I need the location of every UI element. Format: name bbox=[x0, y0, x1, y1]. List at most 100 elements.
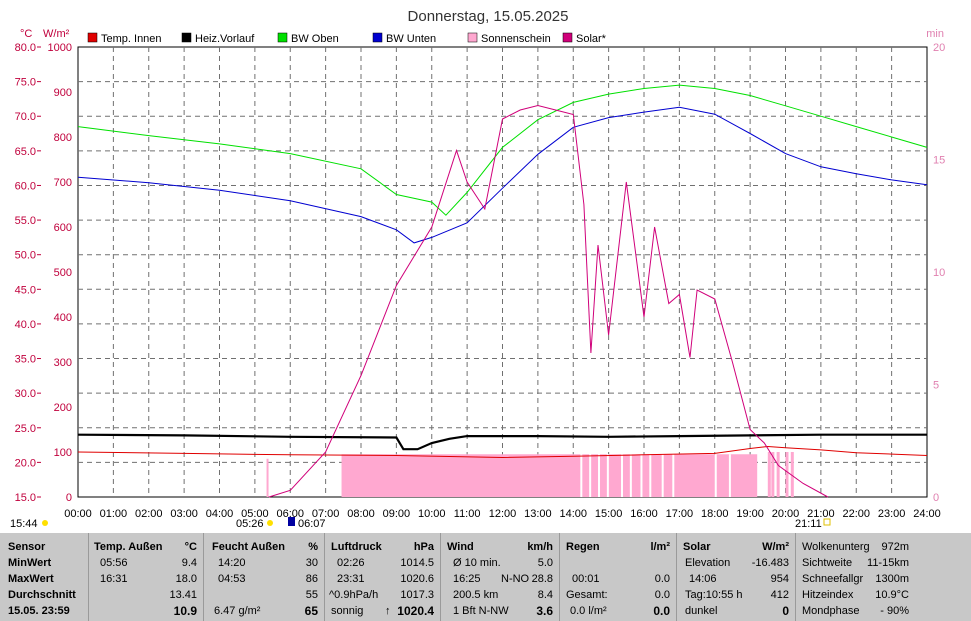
temp-min-time: 05:56 bbox=[100, 557, 128, 569]
wind-beaufort: 1 Bft N-NW bbox=[453, 605, 509, 617]
rain-time: 00:01 bbox=[572, 573, 600, 585]
sunshine-bar bbox=[776, 452, 780, 497]
temp-tick-label: 55.0 bbox=[15, 215, 36, 227]
cloud-base-label: Wolkenunterg bbox=[802, 541, 870, 553]
x-tick-label: 13:00 bbox=[524, 508, 552, 520]
solar-tick-label: 600 bbox=[54, 222, 72, 234]
weather-chart: Donnerstag, 15.05.2025 Temp. Innen Heiz.V… bbox=[10, 8, 945, 530]
stats-humidity-col: Feucht Außen% 14:20 30 04:53 86 55 6.47 g/… bbox=[204, 533, 325, 621]
pressure-min-value: 1014.5 bbox=[400, 557, 434, 569]
sensor-row-avg: Durchschnitt bbox=[8, 589, 76, 601]
rain-total-label: Gesamt: bbox=[566, 589, 608, 601]
x-tick-label: 04:00 bbox=[206, 508, 234, 520]
stats-solar-col: Solar W/m² Elevation -16.483 14:06 954 Tag:… bbox=[677, 533, 796, 621]
sunshine-gap bbox=[661, 454, 664, 497]
x-tick-label: 21:00 bbox=[807, 508, 835, 520]
snowline-label: Schneefallgr bbox=[802, 573, 864, 585]
x-tick-label: 15:00 bbox=[595, 508, 623, 520]
sunshine-tick-label: 15 bbox=[933, 155, 945, 167]
series-line-heiz-vorlauf bbox=[77, 433, 927, 451]
temp-min-value: 9.4 bbox=[181, 557, 197, 569]
sunshine-bar bbox=[785, 452, 789, 497]
solar-tick-label: 200 bbox=[54, 402, 72, 414]
pressure-unit: hPa bbox=[413, 541, 434, 553]
series-line-bw-oben bbox=[77, 84, 928, 216]
solar-max-value: 954 bbox=[770, 573, 789, 585]
temp-axis-ticks: 15.0 20.0 25.0 30.0 35.0 40.0 45.0 50.0 55.0 60.0… bbox=[15, 42, 41, 504]
stats-extra-col: Wolkenunterg 972m Sichtweite 11-15km Schne… bbox=[796, 533, 971, 621]
solar-tick-label: 500 bbox=[54, 267, 72, 279]
x-tick-label: 14:00 bbox=[559, 508, 587, 520]
sunshine-gap bbox=[629, 454, 632, 497]
rain-day-total: 0.0 l/m² bbox=[570, 605, 607, 617]
sun-icon bbox=[42, 520, 48, 526]
x-tick-label: 09:00 bbox=[383, 508, 411, 520]
solar-unit-label: W/m² bbox=[43, 28, 70, 40]
rain-current-value: 0.0 bbox=[653, 604, 670, 618]
pressure-header: Luftdruck bbox=[331, 541, 382, 553]
chart-title: Donnerstag, 15.05.2025 bbox=[408, 8, 569, 25]
temp-tick-label: 20.0 bbox=[15, 457, 36, 469]
sensor-row-max: MaxWert bbox=[8, 573, 54, 585]
sunshine-gap bbox=[580, 454, 583, 497]
legend-swatch-5 bbox=[562, 32, 573, 43]
sunshine-block bbox=[341, 454, 758, 497]
solar-tick-label: 1000 bbox=[48, 42, 72, 54]
x-tick-label: 08:00 bbox=[347, 508, 375, 520]
x-tick-label: 18:00 bbox=[701, 508, 729, 520]
marker-left-time: 15:44 bbox=[10, 518, 38, 530]
solar-max-time: 14:06 bbox=[689, 573, 717, 585]
sunshine-gap bbox=[714, 454, 717, 497]
legend-swatch-0 bbox=[87, 32, 98, 43]
humidity-min-time: 14:20 bbox=[218, 557, 246, 569]
temp-tick-label: 75.0 bbox=[15, 77, 36, 89]
x-tick-label: 24:00 bbox=[913, 508, 941, 520]
temp-unit-label: °C bbox=[20, 28, 32, 40]
x-tick-label: 20:00 bbox=[772, 508, 800, 520]
x-tick-label: 10:00 bbox=[418, 508, 446, 520]
legend-swatch-2 bbox=[277, 32, 288, 43]
sunshine-axis-ticks: 0 5 10 15 20 bbox=[933, 42, 945, 504]
legend-swatch-4 bbox=[467, 32, 478, 43]
stats-sensor-col: Sensor MinWert MaxWert Durchschnitt 15.0… bbox=[0, 533, 89, 621]
stats-rain-col: Regen l/m² 00:01 0.0 Gesamt: 0.0 0.0 l/m² 0.… bbox=[560, 533, 677, 621]
x-tick-label: 03:00 bbox=[170, 508, 198, 520]
rain-max-value: 0.0 bbox=[654, 573, 670, 585]
sunshine-unit-label: min bbox=[926, 28, 944, 40]
temp-tick-label: 40.0 bbox=[15, 319, 36, 331]
x-tick-label: 01:00 bbox=[100, 508, 128, 520]
stats-pressure-col: Luftdruck hPa 02:26 1014.5 23:31 1020.6 ^0.… bbox=[325, 533, 441, 621]
temp-tick-label: 70.0 bbox=[15, 111, 36, 123]
grid bbox=[77, 46, 928, 498]
wind-unit: km/h bbox=[527, 541, 553, 553]
humidity-avg-value: 55 bbox=[305, 589, 318, 601]
time-markers: 15:44 05:26 06:07 21:11 bbox=[10, 517, 831, 530]
rain-header: Regen bbox=[566, 541, 600, 553]
series-line-solar- bbox=[268, 104, 829, 498]
pressure-min-time: 02:26 bbox=[337, 557, 365, 569]
x-tick-label: 19:00 bbox=[736, 508, 764, 520]
solar-daylength: Tag:10:55 h bbox=[685, 589, 743, 601]
heat-index-label: Hitzeindex bbox=[802, 589, 854, 601]
sunrise-icon bbox=[267, 520, 273, 526]
legend-swatch-1 bbox=[181, 32, 192, 43]
x-tick-label: 11:00 bbox=[454, 508, 481, 520]
wind-max-value: 28.8 bbox=[531, 573, 553, 585]
x-tick-label: 07:00 bbox=[312, 508, 340, 520]
temp-current-value: 10.9 bbox=[173, 604, 197, 618]
sunshine-gap bbox=[621, 454, 624, 497]
marker-sunset-time: 21:11 bbox=[795, 518, 822, 530]
solar-tick-label: 700 bbox=[54, 177, 72, 189]
solar-tick-label: 300 bbox=[54, 357, 72, 369]
sensor-row-current: 15.05. 23:59 bbox=[8, 605, 70, 617]
solar-tick-label: 900 bbox=[54, 87, 72, 99]
pressure-max-value: 1020.6 bbox=[400, 573, 434, 585]
solar-tick-label: 0 bbox=[66, 492, 72, 504]
temp-tick-label: 15.0 bbox=[15, 492, 36, 504]
series-line-temp-innen bbox=[77, 445, 928, 459]
sunshine-gap bbox=[606, 454, 609, 497]
humidity-current-value: 65 bbox=[304, 604, 318, 618]
stats-temp-col: Temp. Außen °C 05:56 9.4 16:31 18.0 13.41 1… bbox=[88, 533, 204, 621]
wind-distance: 200.5 km bbox=[453, 589, 499, 601]
snowline-value: 1300m bbox=[875, 573, 909, 585]
